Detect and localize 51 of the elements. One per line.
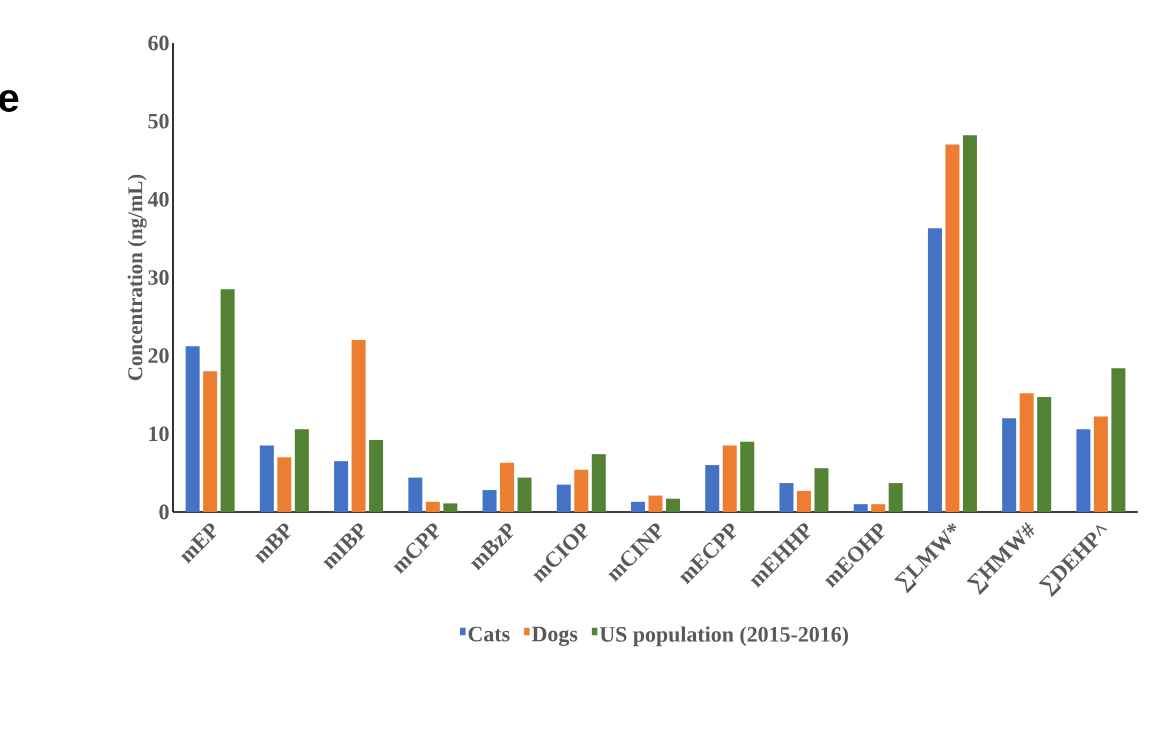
- y-tick-label: 20: [148, 348, 169, 364]
- bar: [888, 483, 903, 512]
- bar: [574, 469, 589, 512]
- bar: [871, 504, 886, 512]
- bar: [591, 454, 606, 512]
- bar: [779, 483, 794, 512]
- bar: [705, 465, 720, 512]
- y-tick-label: 60: [148, 35, 169, 51]
- y-tick-label: 40: [147, 191, 169, 207]
- bar: [556, 484, 571, 512]
- bar: [927, 228, 942, 512]
- bar: [369, 440, 384, 512]
- bar: [185, 346, 200, 512]
- bar: [425, 501, 440, 512]
- bar: [277, 457, 292, 512]
- y-tick-label: 10: [149, 426, 169, 442]
- bar: [408, 477, 423, 512]
- bar: [1093, 416, 1108, 512]
- bar: [631, 501, 646, 512]
- bar: [648, 495, 663, 512]
- bar: [220, 289, 235, 512]
- bar: [814, 468, 829, 512]
- text: e: [0, 90, 19, 112]
- y-tick-label: 30: [148, 270, 169, 285]
- legend-label: US population (2015-2016): [599, 626, 849, 647]
- y-tick-label: 50: [148, 113, 169, 129]
- bar: [500, 462, 515, 512]
- bar: [517, 477, 532, 512]
- bar: [259, 445, 274, 512]
- bar: [1076, 429, 1091, 512]
- bar: [1037, 397, 1052, 512]
- bar: [443, 503, 458, 512]
- bar: [1002, 418, 1017, 512]
- y-tick-label: 0: [159, 504, 169, 520]
- bar: [482, 490, 497, 512]
- bar: [796, 490, 811, 512]
- bar: [351, 340, 366, 512]
- bar: [962, 135, 977, 512]
- bar: [740, 441, 755, 512]
- bar: [945, 144, 960, 512]
- bar: [294, 429, 309, 512]
- bar: [334, 461, 349, 512]
- y-axis-title: Concentration (ng/mL): [127, 174, 147, 381]
- bar: [1111, 368, 1126, 512]
- legend-label: Dogs: [531, 626, 578, 647]
- bar: [203, 371, 218, 512]
- bar: [666, 498, 681, 512]
- legend-label: Cats: [468, 626, 510, 642]
- bar: [853, 504, 868, 512]
- bar: [722, 445, 737, 512]
- bar: [1019, 393, 1034, 512]
